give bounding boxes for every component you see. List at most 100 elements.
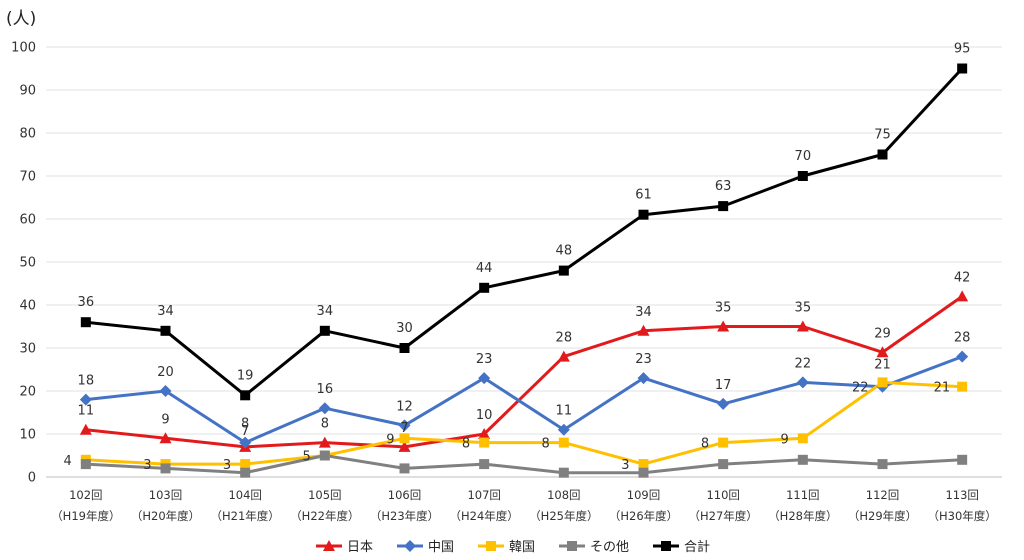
data-label-japan: 9 xyxy=(161,412,169,427)
point-other xyxy=(319,450,330,461)
data-label-korea: 9 xyxy=(781,432,789,447)
x-tick-sublabel: （H26年度） xyxy=(609,509,678,523)
y-tick-label: 20 xyxy=(19,385,36,400)
legend-label: 韓国 xyxy=(508,540,535,555)
data-label-china: 28 xyxy=(954,331,971,346)
data-label-korea: 3 xyxy=(621,458,629,473)
data-label-korea: 8 xyxy=(542,437,550,452)
x-axis-ticks: 102回 （H19年度） 103回 （H20年度） 104回 （H21年度） 105回 （H2… xyxy=(51,488,997,523)
point-korea xyxy=(797,433,808,444)
y-tick-label: 90 xyxy=(19,84,36,99)
x-tick-sublabel: （H23年度） xyxy=(370,509,439,523)
point-other xyxy=(479,459,490,470)
point-japan xyxy=(159,432,172,444)
point-total xyxy=(638,209,649,220)
x-tick-sublabel: （H29年度） xyxy=(848,509,917,523)
point-japan xyxy=(637,324,650,336)
y-tick-label: 30 xyxy=(19,342,36,357)
data-label-japan: 35 xyxy=(795,301,812,316)
point-total xyxy=(319,325,330,336)
point-japan xyxy=(876,346,889,358)
point-japan xyxy=(478,428,491,439)
point-other xyxy=(160,463,171,474)
data-label-total: 34 xyxy=(317,304,334,319)
x-tick-sublabel: （H30年度） xyxy=(928,509,997,523)
x-tick-label: 108回 xyxy=(547,488,580,502)
point-korea xyxy=(479,437,490,448)
point-total xyxy=(718,201,729,212)
point-other xyxy=(638,467,649,478)
point-korea xyxy=(638,459,649,470)
data-label-total: 34 xyxy=(157,304,174,319)
point-china xyxy=(956,350,969,363)
data-label-total: 36 xyxy=(78,295,95,310)
data-label-japan: 7 xyxy=(241,424,249,439)
data-label-japan: 35 xyxy=(715,301,732,316)
data-label-china: 8 xyxy=(241,417,249,432)
legend-item-china: 中国 xyxy=(395,536,454,555)
legend-item-other: その他 xyxy=(557,536,629,555)
x-tick-label: 107回 xyxy=(467,488,500,502)
data-label-total: 75 xyxy=(874,128,891,143)
legend-item-korea: 韓国 xyxy=(476,536,535,555)
legend-marker xyxy=(661,540,672,551)
x-tick-label: 103回 xyxy=(149,488,182,502)
point-korea xyxy=(399,433,410,444)
legend-swatch-icon xyxy=(396,539,423,552)
point-total xyxy=(479,282,490,293)
legend-swatch-icon xyxy=(315,539,342,551)
x-tick-label: 109回 xyxy=(627,488,660,502)
legend-marker xyxy=(403,539,416,552)
legend-marker xyxy=(322,539,335,551)
point-japan xyxy=(956,290,969,302)
point-korea xyxy=(558,437,569,448)
series-lines xyxy=(85,67,964,475)
data-label-japan: 11 xyxy=(78,404,95,419)
point-other xyxy=(558,467,569,478)
point-china xyxy=(637,372,650,385)
legend-item-total: 合計 xyxy=(651,536,710,555)
point-other xyxy=(877,459,888,470)
data-label-korea: 9 xyxy=(386,432,394,447)
x-tick-label: 105回 xyxy=(308,488,341,502)
y-axis-unit-label: (人) xyxy=(6,9,37,29)
data-label-china: 23 xyxy=(476,352,493,367)
point-korea xyxy=(718,437,729,448)
point-total xyxy=(957,63,968,74)
point-china xyxy=(318,402,331,415)
point-china xyxy=(398,419,411,432)
x-tick-sublabel: （H21年度） xyxy=(211,509,280,523)
x-tick-label: 111回 xyxy=(786,488,819,502)
point-korea xyxy=(240,459,251,470)
legend-marker xyxy=(567,540,577,551)
data-label-japan: 42 xyxy=(954,270,971,285)
point-china xyxy=(557,423,570,436)
series-line-japan xyxy=(85,295,964,449)
series-markers xyxy=(79,63,969,478)
point-other xyxy=(957,454,968,465)
data-label-total: 61 xyxy=(635,188,652,203)
data-label-china: 22 xyxy=(795,356,812,371)
data-label-japan: 10 xyxy=(476,408,493,423)
data-label-korea: 8 xyxy=(462,437,470,452)
line-chart: 0 10 20 30 40 50 60 70 80 90 100 102回 （H19年度） 103回 （H… xyxy=(11,41,1002,523)
point-china xyxy=(717,397,730,410)
point-china xyxy=(239,436,252,449)
point-other xyxy=(797,454,808,465)
data-label-china: 17 xyxy=(715,378,732,393)
data-label-china: 22 xyxy=(852,381,869,396)
data-label-total: 70 xyxy=(795,149,812,164)
data-label-total: 63 xyxy=(715,179,732,194)
legend-swatch-icon xyxy=(653,540,680,551)
data-label-japan: 28 xyxy=(556,331,573,346)
y-tick-label: 0 xyxy=(28,471,36,486)
data-label-japan: 34 xyxy=(635,305,652,320)
x-tick-label: 102回 xyxy=(69,488,102,502)
x-tick-sublabel: （H20年度） xyxy=(131,509,200,523)
data-label-total: 44 xyxy=(476,261,493,276)
data-label-korea: 8 xyxy=(701,437,709,452)
point-japan xyxy=(318,436,331,448)
y-tick-label: 70 xyxy=(19,170,36,185)
data-label-japan: 7 xyxy=(400,421,408,436)
data-label-japan: 8 xyxy=(321,417,329,432)
